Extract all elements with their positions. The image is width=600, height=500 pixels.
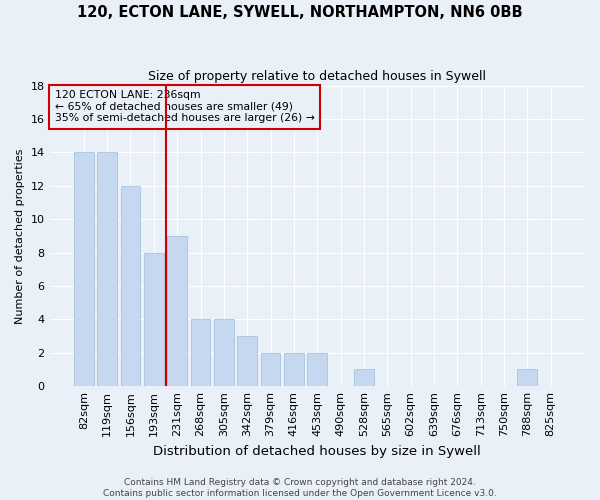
Bar (214, 320, 234, 386)
Bar (307, 353, 327, 386)
Text: Contains HM Land Registry data © Crown copyright and database right 2024.
Contai: Contains HM Land Registry data © Crown c… (103, 478, 497, 498)
Bar (517, 370, 538, 386)
Text: 120, ECTON LANE, SYWELL, NORTHAMPTON, NN6 0BB: 120, ECTON LANE, SYWELL, NORTHAMPTON, NN… (77, 5, 523, 20)
Title: Size of property relative to detached houses in Sywell: Size of property relative to detached ho… (148, 70, 486, 83)
Bar (97, 152, 117, 386)
Bar (354, 370, 374, 386)
Bar (74, 152, 94, 386)
Bar (284, 353, 304, 386)
X-axis label: Distribution of detached houses by size in Sywell: Distribution of detached houses by size … (154, 444, 481, 458)
Bar (167, 236, 187, 386)
Bar (191, 320, 211, 386)
Bar (144, 252, 164, 386)
Y-axis label: Number of detached properties: Number of detached properties (15, 148, 25, 324)
Bar (238, 336, 257, 386)
Text: 120 ECTON LANE: 236sqm
← 65% of detached houses are smaller (49)
35% of semi-det: 120 ECTON LANE: 236sqm ← 65% of detached… (55, 90, 315, 124)
Bar (260, 353, 280, 386)
Bar (121, 186, 140, 386)
